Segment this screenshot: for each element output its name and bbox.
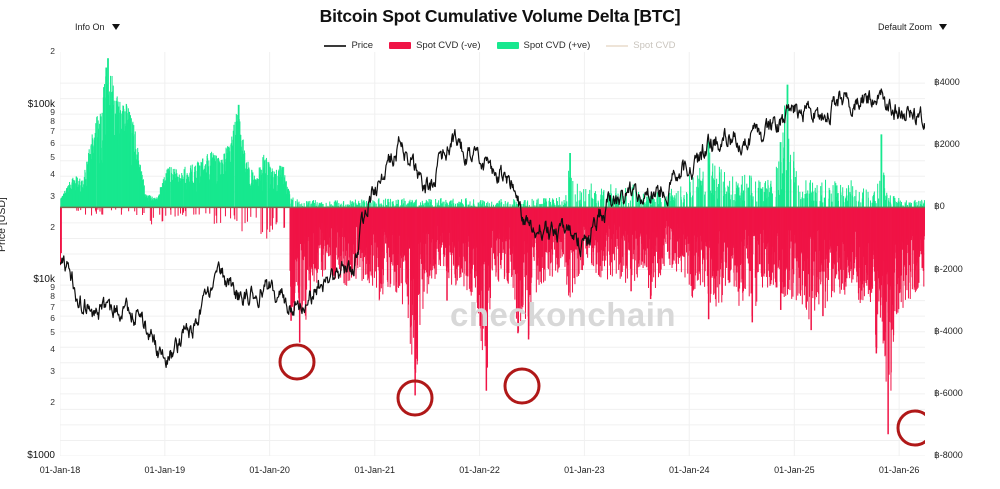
y-axis-right-tick: ฿-2000 (934, 263, 963, 274)
legend-label: Price (351, 40, 374, 51)
y-axis-left-tick: 8 (50, 291, 55, 302)
gridlines (60, 52, 925, 456)
y-axis-right-tick: ฿-6000 (934, 387, 963, 398)
y-axis-left-tick: 6 (50, 137, 55, 148)
y-axis-right-tick: ฿2000 (934, 139, 960, 150)
chevron-down-icon (111, 24, 120, 30)
legend-item-spot-cvd-ve[interactable]: Spot CVD (+ve) (496, 40, 591, 51)
y-axis-left-tick: 9 (50, 106, 55, 117)
plot-area: checkonchain (60, 52, 925, 456)
zoom-dropdown-label: Default Zoom (877, 22, 932, 32)
legend-swatch (496, 42, 519, 49)
x-axis-tick: 01-Jan-23 (564, 465, 605, 475)
y-axis-left-tick: 8 (50, 115, 55, 126)
x-axis-tick: 01-Jan-24 (668, 465, 710, 475)
y-axis-left-tick: 6 (50, 313, 55, 324)
legend-swatch (389, 42, 412, 49)
chart-legend: Price Spot CVD (-ve) Spot CVD (+ve) Spot CV… (0, 40, 1000, 51)
annotation-circle-2 (396, 379, 434, 417)
legend-label: Spot CVD (-ve) (416, 40, 481, 51)
chart-canvas (60, 52, 925, 456)
legend-item-spot-cvd-ve[interactable]: Spot CVD (-ve) (389, 40, 481, 51)
x-axis-tick: 01-Jan-25 (774, 465, 815, 475)
legend-label: Spot CVD (+ve) (523, 40, 591, 51)
legend-swatch (324, 44, 347, 47)
x-axis-tick: 01-Jan-18 (39, 465, 81, 475)
annotation-circle-1 (278, 343, 316, 381)
x-axis-tick: 01-Jan-26 (878, 465, 920, 475)
cvd-positive-series (60, 58, 925, 208)
legend-swatch (606, 44, 629, 47)
y-axis-left-tick: 2 (50, 46, 55, 56)
y-axis-left-label: Price [USD] (0, 197, 8, 252)
y-axis-left-tick: 4 (50, 344, 55, 355)
info-dropdown-label: Info On (75, 22, 105, 32)
y-axis-left-tick: 3 (50, 366, 55, 377)
y-axis-left-tick: 7 (50, 301, 55, 312)
y-axis-left-tick: 3 (50, 190, 55, 201)
annotation-circles (278, 343, 925, 447)
x-axis-tick: 01-Jan-22 (459, 465, 500, 475)
annotation-circle-3 (503, 367, 541, 405)
y-axis-left-tick: 4 (50, 168, 55, 179)
y-axis-right-tick: ฿-4000 (934, 325, 963, 336)
x-axis-tick: 01-Jan-20 (249, 465, 290, 475)
y-axis-right-tick: ฿4000 (934, 77, 960, 88)
zoom-dropdown[interactable]: Default Zoom (873, 20, 952, 34)
chart-title: Bitcoin Spot Cumulative Volume Delta [BT… (319, 6, 681, 26)
x-axis-tick: 01-Jan-19 (144, 465, 186, 475)
y-axis-left-tick: 7 (50, 126, 55, 137)
annotation-circle-4 (896, 409, 925, 447)
price-line-series (60, 88, 925, 368)
y-axis-left-tick: 2 (50, 221, 55, 232)
y-axis-left-tick: 9 (50, 282, 55, 293)
chevron-down-icon (939, 24, 947, 30)
x-axis-tick: 01-Jan-21 (354, 465, 396, 475)
legend-label: Spot CVD (633, 40, 676, 51)
y-axis-left-tick: 2 (50, 397, 55, 408)
y-axis-right-tick: ฿-8000 (934, 450, 963, 460)
y-axis-left-tick: $1000 (27, 450, 55, 461)
y-axis-left-tick: $10k (33, 274, 55, 286)
legend-item-price[interactable]: Price (324, 40, 373, 51)
y-axis-left-tick: $100k (27, 98, 55, 110)
cvd-negative-series (60, 207, 925, 435)
y-axis-right-tick: ฿0 (934, 201, 945, 212)
info-dropdown[interactable]: Info On (70, 20, 125, 34)
y-axis-left-tick: 5 (50, 151, 55, 162)
y-axis-left-tick: 5 (50, 327, 55, 338)
legend-item-spot-cvd[interactable]: Spot CVD (606, 40, 676, 51)
